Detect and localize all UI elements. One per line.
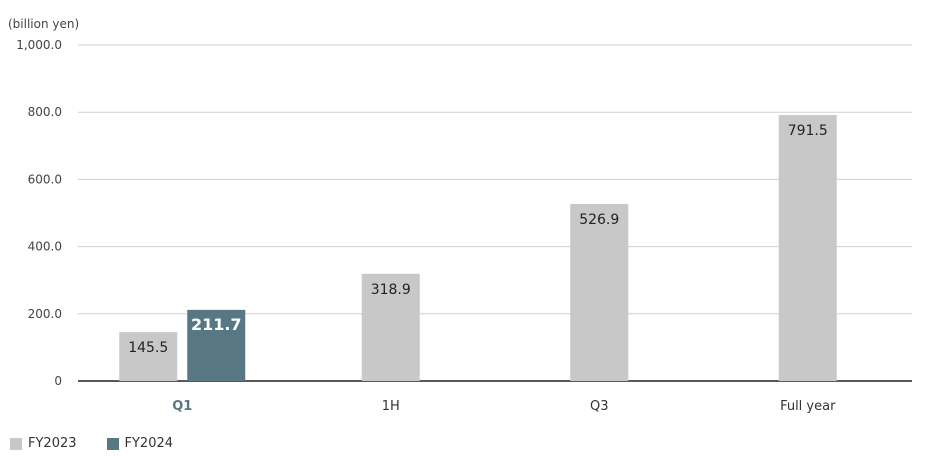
bar-fy2023-q1 bbox=[119, 332, 178, 381]
x-tick-label: 1H bbox=[382, 399, 400, 414]
legend-label-fy2024: FY2024 bbox=[124, 436, 174, 451]
legend-item-fy2023: FY2023 bbox=[10, 436, 77, 451]
data-label: 211.7 bbox=[191, 315, 242, 334]
y-tick-label: 200.0 bbox=[28, 307, 62, 321]
data-label: 145.5 bbox=[128, 340, 168, 356]
y-tick-label: 800.0 bbox=[28, 105, 62, 119]
bar-fy2024-q1 bbox=[187, 309, 246, 381]
x-tick-label: Full year bbox=[780, 399, 836, 414]
bar-fy2023-q3 bbox=[570, 203, 629, 381]
data-label: 526.9 bbox=[579, 212, 619, 228]
y-tick-label: 0 bbox=[54, 374, 62, 388]
legend-item-fy2024: FY2024 bbox=[106, 436, 174, 451]
legend-swatch-fy2024 bbox=[106, 437, 119, 450]
legend-label-fy2023: FY2023 bbox=[28, 436, 77, 451]
legend-swatch-fy2023 bbox=[10, 437, 22, 450]
data-label: 791.5 bbox=[788, 123, 828, 139]
y-tick-label: 1,000.0 bbox=[16, 38, 62, 52]
bar-fy2023-1h bbox=[361, 273, 420, 381]
bar-chart: 0 200.0 400.0 600.0 800.0 1,000.0 145.5 211.7 Q1… bbox=[16, 38, 912, 414]
y-axis-unit-label: (billion yen) bbox=[8, 17, 80, 31]
legend: FY2023 FY2024 bbox=[10, 436, 173, 451]
bar-fy2023-full-year bbox=[778, 115, 837, 381]
x-tick-label: Q3 bbox=[590, 399, 609, 414]
x-tick-label: Q1 bbox=[172, 399, 192, 414]
data-label: 318.9 bbox=[371, 282, 411, 298]
y-tick-label: 600.0 bbox=[28, 172, 62, 186]
y-tick-label: 400.0 bbox=[28, 240, 62, 254]
